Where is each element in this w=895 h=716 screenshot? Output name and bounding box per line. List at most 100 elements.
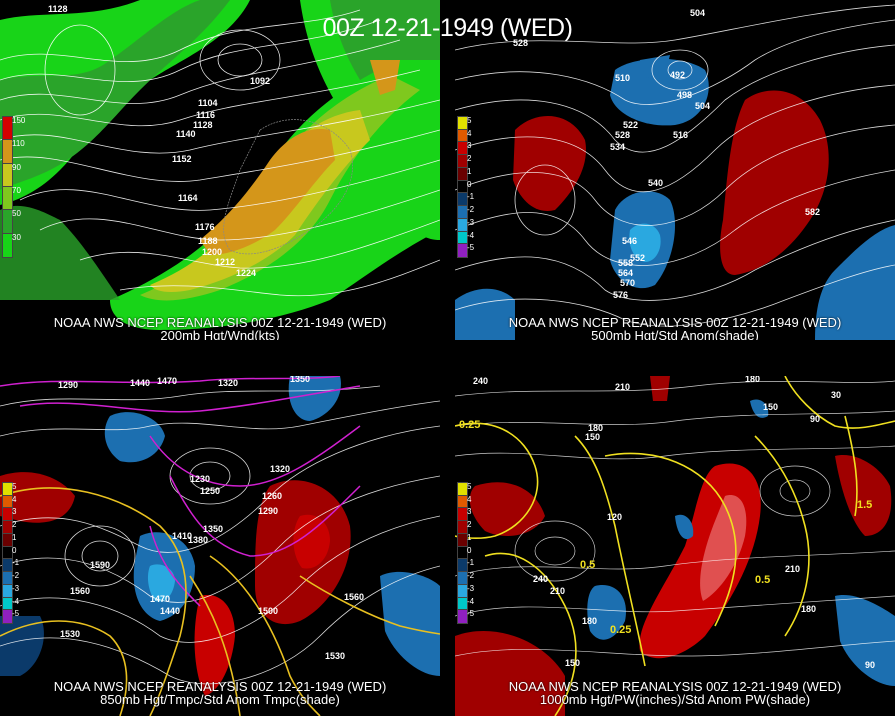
h850-label-1470b: 1470 <box>150 594 171 604</box>
pw-label-025b: 0.25 <box>610 624 632 636</box>
h500-label-528: 528 <box>513 38 529 48</box>
panel-200mb-jet: 150 110 90 70 50 30 1128 1092 1104 1116 1128 … <box>0 0 440 340</box>
jet-legend: 150 110 90 70 50 30 <box>2 116 32 258</box>
pw-label-210: 210 <box>615 382 631 392</box>
jet-label-1128b: 1128 <box>193 120 213 130</box>
panel-500mb: 5 4 3 2 1 0 -1 -2 -3 -4 -5 504 528 510 492 498 504… <box>455 0 895 340</box>
jet-label-1212: 1212 <box>215 257 236 267</box>
h850-label-1560: 1560 <box>70 586 91 596</box>
pw-label-150c: 150 <box>565 658 581 668</box>
legend-label: 3 <box>12 507 17 517</box>
h850-label-1250: 1250 <box>200 486 221 496</box>
pw-label-240: 240 <box>473 376 489 386</box>
legend-label: -2 <box>12 571 20 581</box>
pw-footer-line2: 1000mb Hgt/PW(inches)/Std Anom PW(shade) <box>539 692 811 707</box>
pw-label-15: 1.5 <box>857 499 873 511</box>
h850-label-1440b: 1440 <box>160 606 181 616</box>
pw-map <box>455 376 895 716</box>
pw-label-180c: 180 <box>582 616 598 626</box>
pw-label-05: 0.5 <box>580 559 596 571</box>
legend-label: -2 <box>467 205 475 215</box>
legend-label: 30 <box>12 232 21 242</box>
jet-label-1188: 1188 <box>198 236 218 246</box>
h850-label-1530: 1530 <box>60 629 81 639</box>
h850-legend: 5 4 3 2 1 0 -1 -2 -3 -4 -5 <box>2 482 32 624</box>
pw-label-210b: 210 <box>550 586 566 596</box>
legend-label: 0 <box>467 179 472 189</box>
pw-label-150b: 150 <box>585 432 601 442</box>
pw-label-05b: 0.5 <box>755 574 771 586</box>
jet-label-1116: 1116 <box>196 110 216 120</box>
jet-label-1164: 1164 <box>178 193 198 203</box>
legend-label: -1 <box>467 558 475 568</box>
legend-label: 150 <box>12 116 26 125</box>
h500-footer-line1: NOAA NWS NCEP REANALYSIS 00Z 12-21-1949 … <box>508 315 842 330</box>
pw-label-025: 0.25 <box>459 419 481 431</box>
legend-label: -3 <box>467 583 475 593</box>
h850-label-1290b: 1290 <box>258 506 279 516</box>
h500-legend: 5 4 3 2 1 0 -1 -2 -3 -4 -5 <box>457 116 487 258</box>
h500-label-558: 558 <box>618 258 634 268</box>
pw-label-90: 90 <box>810 414 821 424</box>
h850-label-1590: 1590 <box>90 560 111 570</box>
legend-label: 3 <box>467 507 472 517</box>
h500-label-528b: 528 <box>615 130 631 140</box>
h500-label-570: 570 <box>620 278 636 288</box>
jet-footer: NOAA NWS NCEP REANALYSIS 00Z 12-21-1949 … <box>0 316 440 340</box>
legend-label: 4 <box>467 494 472 504</box>
legend-label: 110 <box>12 139 25 149</box>
h850-label-1440: 1440 <box>130 378 151 388</box>
h850-label-1230: 1230 <box>190 474 211 484</box>
h850-label-1350b: 1350 <box>203 524 224 534</box>
h500-label-510: 510 <box>615 73 631 83</box>
h850-label-1350: 1350 <box>290 376 311 384</box>
pw-label-180: 180 <box>745 376 761 384</box>
legend-label: -1 <box>467 192 475 202</box>
h850-label-1290: 1290 <box>58 380 79 390</box>
legend-label: 70 <box>12 186 21 195</box>
pw-legend: 5 4 3 2 1 0 -1 -2 -3 -4 -5 <box>457 482 487 624</box>
h500-footer: NOAA NWS NCEP REANALYSIS 00Z 12-21-1949 … <box>455 316 895 340</box>
h850-footer-line2: 850mb Hgt/Tmpc/Std Anom Tmpc(shade) <box>100 692 340 707</box>
legend-label: 1 <box>467 166 472 176</box>
legend-label: 50 <box>12 209 21 219</box>
legend-label: 2 <box>467 520 472 530</box>
legend-label: 2 <box>467 154 472 164</box>
jet-label-1200: 1200 <box>202 247 223 257</box>
jet-footer-line1: NOAA NWS NCEP REANALYSIS 00Z 12-21-1949 … <box>53 315 387 330</box>
pw-footer-line1: NOAA NWS NCEP REANALYSIS 00Z 12-21-1949 … <box>508 679 842 694</box>
legend-swatch <box>2 232 13 258</box>
h850-footer-line1: NOAA NWS NCEP REANALYSIS 00Z 12-21-1949 … <box>53 679 387 694</box>
h850-label-1410: 1410 <box>172 531 193 541</box>
h500-label-492: 492 <box>670 70 686 80</box>
h500-label-576: 576 <box>613 290 629 300</box>
panel-1000mb-pw: 5 4 3 2 1 0 -1 -2 -3 -4 -5 240 210 180 150 180 150… <box>455 376 895 716</box>
legend-label: -5 <box>467 243 475 253</box>
jet-label-1140: 1140 <box>176 129 196 139</box>
h500-label-516: 516 <box>673 130 689 140</box>
legend-label: -1 <box>12 558 20 568</box>
jet-footer-line2: 200mb Hgt/Wnd(kts) <box>160 328 280 340</box>
h850-label-1470: 1470 <box>157 376 178 386</box>
legend-label: -3 <box>12 583 20 593</box>
legend-label: -4 <box>467 596 475 606</box>
pw-footer: NOAA NWS NCEP REANALYSIS 00Z 12-21-1949 … <box>455 680 895 706</box>
pw-label-30: 30 <box>831 390 842 400</box>
pw-label-90b: 90 <box>865 660 876 670</box>
h850-map <box>0 376 440 716</box>
legend-label: -4 <box>12 596 20 606</box>
panel-850mb: 5 4 3 2 1 0 -1 -2 -3 -4 -5 1470 1290 1440 1320 135… <box>0 376 440 716</box>
jet-label-1176: 1176 <box>195 222 215 232</box>
legend-label: 5 <box>467 116 472 125</box>
jet-label-1224: 1224 <box>236 268 257 278</box>
legend-label: 5 <box>12 482 17 491</box>
h500-footer-line2: 500mb Hgt/Std Anom(shade) <box>591 328 759 340</box>
h500-label-540: 540 <box>648 178 664 188</box>
legend-label: 2 <box>12 520 17 530</box>
h500-label-546: 546 <box>622 236 638 246</box>
legend-label: 0 <box>12 545 17 555</box>
legend-label: 4 <box>12 494 17 504</box>
legend-label: -4 <box>467 230 475 240</box>
h850-label-1530b: 1530 <box>325 651 346 661</box>
h500-label-582: 582 <box>805 207 821 217</box>
